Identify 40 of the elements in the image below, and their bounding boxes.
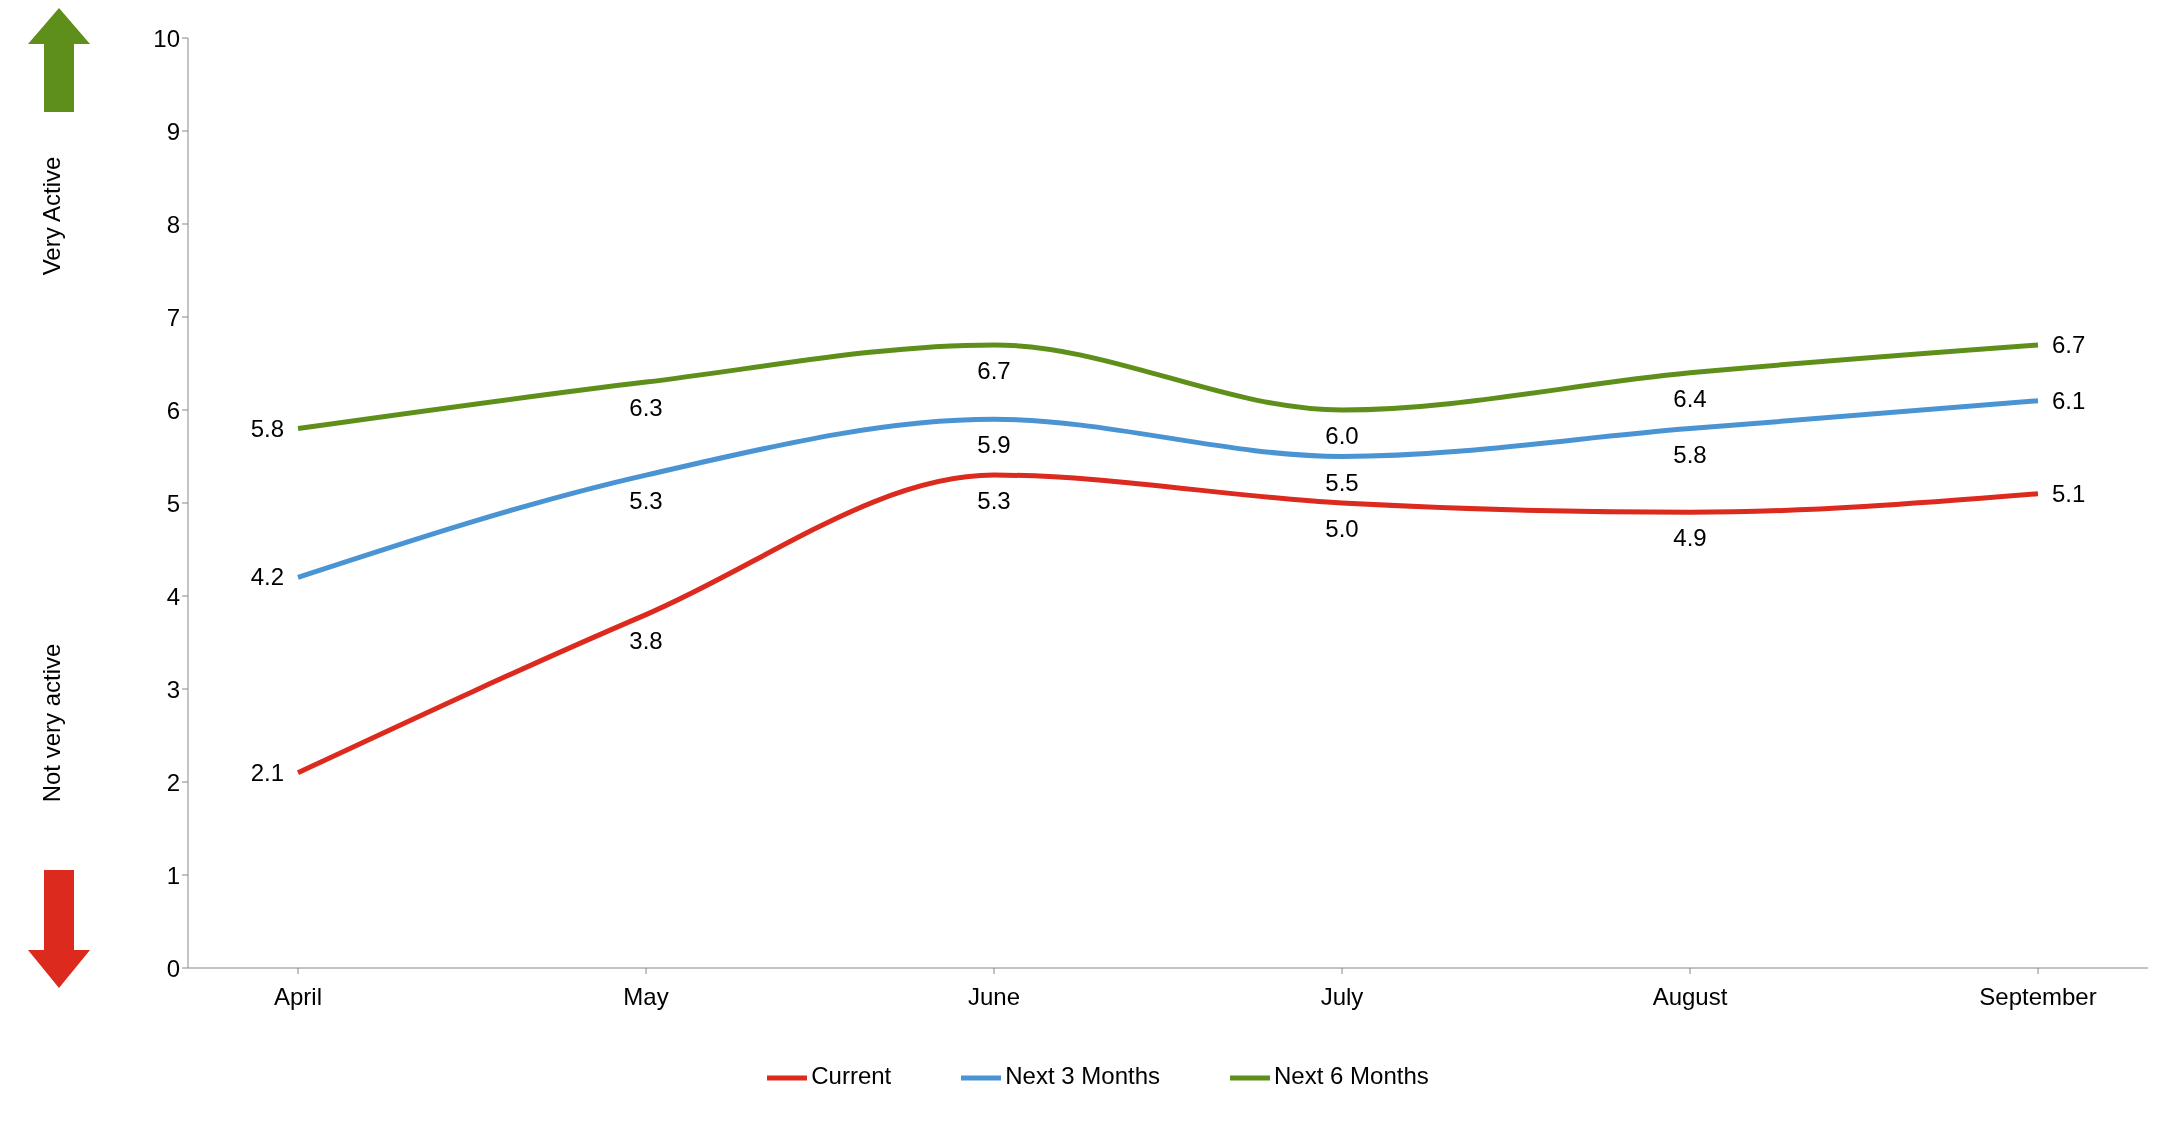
text: Very Active: [38, 156, 66, 276]
x-tick-label: April: [273, 983, 323, 1011]
y-tick-label: 6: [166, 396, 180, 424]
x-tick-label: May: [623, 983, 669, 1011]
data-label: 4.2: [250, 563, 284, 591]
data-label: 6.1: [2052, 386, 2086, 414]
y-tick-label: 4: [166, 582, 180, 610]
data-label: 6.4: [1673, 384, 1707, 412]
data-label: 5.3: [629, 487, 663, 515]
y-tick-label: 5: [166, 489, 180, 517]
y-tick-label: 7: [166, 303, 180, 331]
y-tick-label: 2: [166, 768, 180, 796]
data-label: 6.3: [629, 394, 663, 422]
legend-label: Current: [811, 1062, 892, 1090]
y-tick-label: 3: [166, 675, 180, 703]
data-label: 3.8: [629, 626, 663, 654]
text: Not very active: [38, 643, 66, 803]
data-label: 5.9: [977, 431, 1011, 459]
data-label: 6.7: [2052, 330, 2086, 358]
data-label: 6.7: [977, 356, 1011, 384]
data-label: 5.3: [977, 487, 1011, 515]
legend-label: Next 6 Months: [1274, 1062, 1429, 1090]
y-tick-label: 1: [166, 861, 180, 889]
data-label: 4.9: [1673, 524, 1707, 552]
data-label: 5.5: [1325, 468, 1359, 496]
y-tick-label: 10: [153, 24, 180, 52]
y-tick-label: 0: [166, 954, 180, 982]
data-label: 5.8: [250, 414, 284, 442]
data-label: 5.0: [1325, 515, 1359, 542]
data-label: 5.1: [2052, 479, 2086, 507]
x-tick-label: July: [1320, 983, 1364, 1011]
x-tick-label: September: [1979, 983, 2097, 1011]
y-tick-label: 9: [166, 117, 180, 145]
data-label: 6.0: [1325, 422, 1359, 449]
legend-label: Next 3 Months: [1005, 1062, 1161, 1090]
x-tick-label: June: [967, 983, 1021, 1011]
x-tick-label: August: [1652, 983, 1728, 1011]
data-label: 2.1: [250, 758, 284, 786]
data-label: 5.8: [1673, 440, 1707, 468]
y-tick-label: 8: [166, 210, 180, 238]
